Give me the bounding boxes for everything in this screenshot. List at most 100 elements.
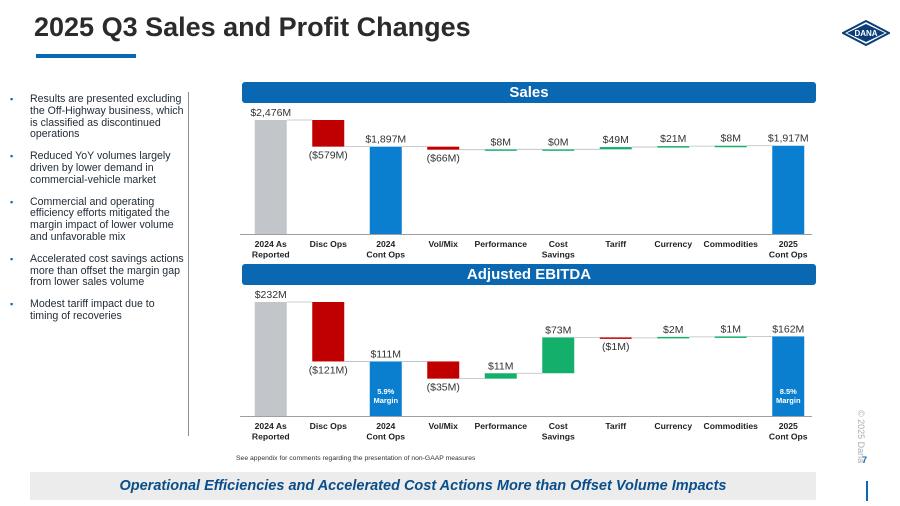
sales-data-label: $0M bbox=[548, 136, 568, 148]
ebitda-bar-2025-cont-ops bbox=[772, 336, 805, 416]
sales-tick-label-2024-as-reported: 2024 As Reported bbox=[252, 239, 290, 260]
ebitda-tick-label-2024-cont-ops: 2024 Cont Ops bbox=[366, 421, 405, 442]
sales-tick-label-line: 2024 As bbox=[255, 239, 287, 249]
sales-tick-label-line: Performance bbox=[474, 239, 527, 249]
column-divider bbox=[188, 92, 189, 436]
ebitda-margin-note-line: Margin bbox=[373, 396, 398, 405]
ebitda-bar-currency bbox=[657, 336, 690, 339]
sales-tick-label-line: Disc Ops bbox=[310, 239, 347, 249]
ebitda-tick-label-commodities: Commodities bbox=[704, 421, 759, 431]
ebitda-bar-2024-cont-ops bbox=[369, 361, 402, 416]
sales-bar-cost-savings bbox=[542, 149, 575, 151]
sales-tick-label-line: Currency bbox=[654, 239, 692, 249]
sales-data-label: $49M bbox=[603, 134, 629, 146]
ebitda-chart-plot: $232M 2024 As Reported ($121M) Disc Ops $111M… bbox=[240, 289, 812, 442]
sales-tick-label-line: Savings bbox=[542, 250, 575, 260]
sales-tick-label-vol-mix: Vol/Mix bbox=[429, 239, 459, 249]
sales-bar-2024-as-reported bbox=[254, 120, 287, 234]
sales-tick-label-performance: Performance bbox=[474, 239, 527, 249]
sales-data-label: ($66M) bbox=[427, 153, 460, 165]
dana-logo: DANA bbox=[842, 20, 890, 46]
ebitda-bar-tariff bbox=[599, 337, 632, 339]
ebitda-tick-label-disc-ops: Disc Ops bbox=[310, 421, 347, 431]
page-title: 2025 Q3 Sales and Profit Changes bbox=[34, 12, 471, 42]
sales-bar-performance bbox=[484, 149, 517, 151]
sales-data-label: $21M bbox=[660, 133, 686, 145]
sales-tick-label-line: Cont Ops bbox=[366, 250, 405, 260]
ebitda-tick-label-line: Disc Ops bbox=[310, 421, 347, 431]
page-number: 7 bbox=[862, 455, 868, 465]
logo-text: DANA bbox=[854, 29, 877, 38]
ebitda-bar-disc-ops bbox=[312, 302, 345, 362]
ebitda-tick-label-vol-mix: Vol/Mix bbox=[429, 421, 459, 431]
bullet-item: Results are presented excluding the Off-… bbox=[8, 93, 184, 141]
ebitda-waterfall-chart: Adjusted EBITDA $232M 2024 As Reported ($12… bbox=[236, 264, 816, 442]
ebitda-tick-label-tariff: Tariff bbox=[605, 421, 626, 431]
sales-waterfall-chart: Sales $2,476M 2024 As Reported ($579M) Disc … bbox=[236, 82, 816, 260]
ebitda-data-label: ($121M) bbox=[309, 364, 348, 376]
ebitda-tick-label-performance: Performance bbox=[474, 421, 527, 431]
ebitda-tick-label-line: Performance bbox=[474, 421, 527, 431]
sales-tick-label-line: Cost bbox=[549, 239, 568, 249]
bottom-banner: Operational Efficiencies and Accelerated… bbox=[30, 472, 816, 500]
sales-data-label: ($579M) bbox=[309, 150, 348, 162]
ebitda-tick-label-line: Tariff bbox=[605, 421, 626, 431]
title-underline bbox=[36, 54, 136, 58]
sales-bar-2024-cont-ops bbox=[369, 146, 402, 234]
sales-tick-label-currency: Currency bbox=[654, 239, 692, 249]
sales-tick-label-line: Cont Ops bbox=[769, 250, 808, 260]
ebitda-tick-label-line: 2025 bbox=[779, 421, 798, 431]
ebitda-tick-label-currency: Currency bbox=[654, 421, 692, 431]
ebitda-data-label: ($1M) bbox=[602, 341, 629, 353]
bullet-item: Modest tariff impact due to timing of re… bbox=[8, 298, 184, 323]
bullet-item: Reduced YoY volumes largely driven by lo… bbox=[8, 150, 184, 186]
ebitda-data-label: $1M bbox=[721, 323, 741, 335]
footnote: See appendix for comments regarding the … bbox=[236, 455, 476, 462]
ebitda-bar-performance bbox=[484, 373, 517, 379]
ebitda-data-label: $11M bbox=[488, 360, 514, 372]
sales-bar-tariff bbox=[599, 147, 632, 150]
ebitda-tick-label-line: Reported bbox=[252, 432, 290, 442]
sales-tick-label-line: 2024 bbox=[376, 239, 395, 249]
ebitda-tick-label-line: 2024 bbox=[376, 421, 395, 431]
sales-tick-label-tariff: Tariff bbox=[605, 239, 626, 249]
ebitda-data-label: $111M bbox=[370, 348, 401, 360]
ebitda-data-label: $2M bbox=[663, 324, 683, 336]
ebitda-data-label: $73M bbox=[545, 324, 571, 336]
sales-bar-commodities bbox=[714, 145, 747, 148]
sales-data-label: $8M bbox=[721, 133, 741, 145]
ebitda-bar-2024-as-reported bbox=[254, 302, 287, 416]
ebitda-margin-note: 5.9% Margin bbox=[373, 387, 398, 405]
sales-tick-label-disc-ops: Disc Ops bbox=[310, 239, 347, 249]
ebitda-bar-commodities bbox=[714, 336, 747, 338]
ebitda-tick-label-2024-as-reported: 2024 As Reported bbox=[252, 421, 290, 442]
sales-tick-label-line: Commodities bbox=[704, 239, 759, 249]
sales-tick-label-2024-cont-ops: 2024 Cont Ops bbox=[366, 239, 405, 260]
ebitda-tick-label-2025-cont-ops: 2025 Cont Ops bbox=[769, 421, 808, 442]
ebitda-tick-label-line: 2024 As bbox=[255, 421, 287, 431]
ebitda-data-label: $162M bbox=[772, 323, 804, 335]
sales-tick-label-line: Reported bbox=[252, 250, 290, 260]
sales-bar-disc-ops bbox=[312, 120, 345, 147]
ebitda-chart-title: Adjusted EBITDA bbox=[242, 264, 816, 285]
sales-tick-label-2025-cont-ops: 2025 Cont Ops bbox=[769, 239, 808, 260]
sales-tick-label-line: 2025 bbox=[779, 239, 798, 249]
ebitda-tick-label-line: Cost bbox=[549, 421, 568, 431]
bullet-list: Results are presented excluding the Off-… bbox=[8, 93, 184, 333]
sales-bar-currency bbox=[657, 146, 690, 148]
ebitda-data-label: ($35M) bbox=[427, 382, 460, 394]
ebitda-tick-label-cost-savings: Cost Savings bbox=[542, 421, 575, 442]
sales-tick-label-line: Tariff bbox=[605, 239, 626, 249]
bullet-item: Accelerated cost savings actions more th… bbox=[8, 253, 184, 289]
bullet-item: Commercial and operating efficiency effo… bbox=[8, 196, 184, 244]
ebitda-bar-cost-savings bbox=[542, 337, 575, 374]
ebitda-data-label: $232M bbox=[255, 289, 287, 301]
sales-data-label: $8M bbox=[491, 136, 511, 148]
ebitda-tick-label-line: Currency bbox=[654, 421, 692, 431]
ebitda-tick-label-line: Vol/Mix bbox=[429, 421, 459, 431]
sales-chart-plot: $2,476M 2024 As Reported ($579M) Disc Ops $1,… bbox=[240, 107, 812, 260]
ebitda-margin-note-line: 8.5% bbox=[780, 387, 797, 396]
accent-mark bbox=[866, 481, 868, 501]
sales-bar-2025-cont-ops bbox=[772, 145, 805, 234]
sales-data-label: $1,917M bbox=[768, 133, 809, 145]
